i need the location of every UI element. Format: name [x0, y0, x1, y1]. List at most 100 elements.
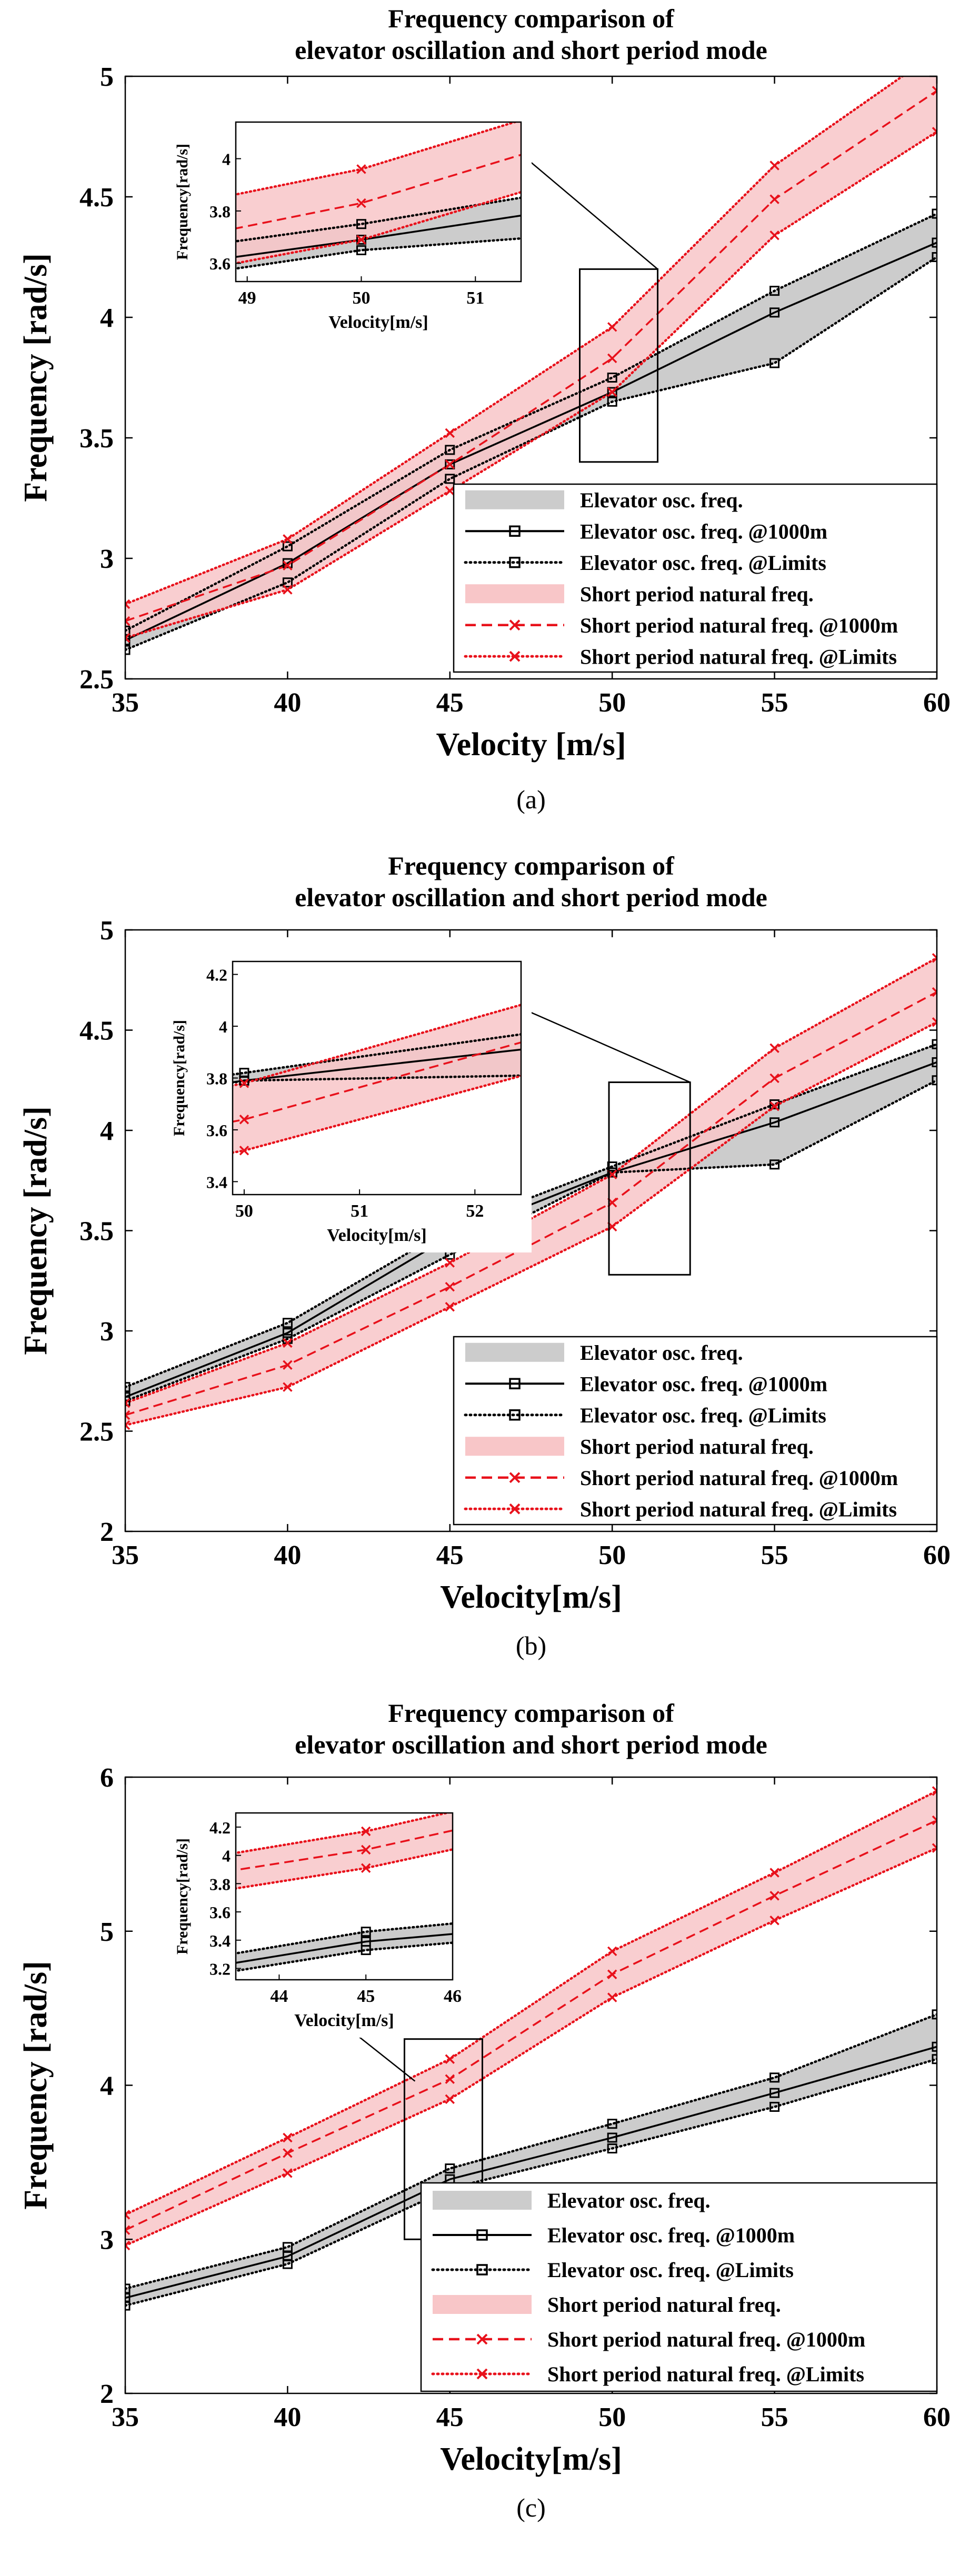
- inset-y-tick-label: 3.6: [206, 1121, 227, 1140]
- inset-y-tick-label: 3.4: [206, 1172, 227, 1191]
- y-tick-label: 3: [100, 1317, 114, 1347]
- short-period-marker-lower-0: [125, 633, 131, 643]
- legend-square-marker: [476, 2264, 488, 2276]
- plot-frame: [124, 75, 938, 680]
- legend-cross-marker: [509, 619, 521, 631]
- series-group: [236, 1728, 804, 1972]
- y-tick-label: 4: [100, 2071, 114, 2101]
- elevator-marker-nominal-3: [607, 2132, 617, 2143]
- short-period-marker-upper-1: [283, 534, 293, 544]
- short-period-marker-lower-2: [445, 1302, 455, 1312]
- elevator-marker-lower-4: [927, 204, 936, 213]
- legend: Elevator osc. freq. Elevator osc. freq. @…: [453, 483, 938, 673]
- short-period-marker-nominal-0: [125, 1410, 131, 1420]
- short-period-marker-lower-4: [769, 1916, 779, 1926]
- elevator-marker-upper-1: [282, 1318, 293, 1328]
- legend-swatch-0: [465, 490, 564, 509]
- chart-title-line-1: Frequency comparison of: [388, 1698, 675, 1728]
- elevator-marker-upper-5: [932, 2009, 937, 2020]
- zoom-connector-line: [521, 153, 658, 270]
- short-period-marker-upper-3: [356, 164, 366, 174]
- series-group: [125, 48, 941, 655]
- short-period-band: [125, 1791, 937, 2246]
- elevator-marker-upper-4: [769, 1099, 780, 1109]
- legend-square-marker: [509, 525, 521, 537]
- legend-swatch-3: [433, 2295, 532, 2314]
- short-period-marker-nominal-3: [607, 1969, 617, 1979]
- short-period-marker-upper-3: [795, 1728, 804, 1737]
- y-tick-label: 5: [100, 1917, 114, 1947]
- short-period-marker-nominal-3: [607, 353, 617, 364]
- short-1000m-line: [125, 1819, 937, 2231]
- short-period-marker-upper-5: [933, 48, 941, 56]
- elevator-marker-upper-4: [817, 988, 825, 997]
- short-period-marker-nominal-3: [795, 1749, 804, 1758]
- short-limits-upper-line: [125, 76, 905, 606]
- legend-label-4: Short period natural freq. @1000m: [580, 614, 898, 637]
- legend-label-3: Short period natural freq.: [580, 582, 814, 606]
- inset-frame: [235, 1812, 454, 1981]
- x-axis-label: Velocity[m/s]: [440, 1579, 622, 1615]
- legend-swatch-0: [465, 1342, 564, 1362]
- short-period-marker-upper-0: [125, 1398, 131, 1408]
- elevator-marker-upper-1: [282, 541, 293, 552]
- short-period-marker-lower-0: [125, 2240, 131, 2251]
- legend-square-marker: [476, 2229, 488, 2241]
- y-tick-label: 5: [100, 916, 114, 946]
- short-limits-lower-line: [125, 1847, 937, 2247]
- legend-cross-marker: [509, 650, 521, 662]
- short-period-marker-upper-0: [125, 599, 131, 609]
- legend-label-1: Elevator osc. freq. @1000m: [580, 1372, 827, 1396]
- elevator-limits-upper-line: [236, 1922, 453, 1955]
- y-axis-label: Frequency [rad/s]: [18, 1961, 54, 2209]
- short-period-marker-nominal-5: [932, 1815, 937, 1826]
- elevator-marker-lower-0: [125, 645, 131, 655]
- elevator-marker-nominal-3: [607, 387, 617, 397]
- legend-cross-marker: [476, 2368, 488, 2380]
- short-limits-lower-line: [125, 131, 937, 639]
- chart-title-line-2: elevator oscillation and short period mo…: [295, 1730, 767, 1759]
- short-period-marker-lower-3: [607, 1992, 617, 2002]
- elevator-limits-lower-line: [125, 2058, 937, 2307]
- legend-label-2: Elevator osc. freq. @Limits: [547, 2258, 794, 2282]
- inset-y-tick-label: 4: [222, 1847, 231, 1866]
- legend: Elevator osc. freq. Elevator osc. freq. @…: [453, 1336, 938, 1526]
- inset-x-tick-label: 51: [466, 288, 484, 308]
- series-group: [125, 1786, 937, 2311]
- x-tick-label: 50: [598, 688, 626, 718]
- elevator-marker-upper-5: [932, 208, 937, 219]
- y-tick-label: 6: [100, 1763, 114, 1793]
- elevator-1000m-line: [125, 2046, 937, 2299]
- inset-x-tick-label: 44: [270, 1987, 288, 2006]
- short-period-marker-upper-1: [283, 1338, 293, 1348]
- legend-label-5: Short period natural freq. @Limits: [547, 2362, 864, 2386]
- x-tick-label: 50: [598, 1540, 626, 1570]
- legend-swatch-0: [433, 2191, 532, 2210]
- panel-caption-a: (a): [516, 785, 546, 814]
- legend-cross-marker: [476, 2333, 488, 2345]
- short-period-marker-lower-2: [445, 486, 455, 496]
- elevator-marker-lower-1: [282, 2259, 293, 2269]
- x-tick-label: 60: [923, 688, 951, 718]
- legend-square-marker: [509, 1378, 521, 1389]
- short-period-marker-upper-2: [445, 2054, 455, 2064]
- short-period-marker-nominal-1: [283, 560, 293, 570]
- elevator-marker-upper-3: [356, 219, 366, 229]
- short-period-marker-lower-3: [607, 387, 617, 397]
- inset-y-axis-label: Frequency[rad/s]: [174, 144, 191, 260]
- inset-x-tick-label: 49: [238, 288, 256, 308]
- elevator-marker-nominal-1: [282, 558, 293, 568]
- elevator-marker-lower-3: [607, 1167, 617, 1178]
- inset-y-tick-label: 4: [219, 1017, 227, 1036]
- elevator-marker-lower-0: [125, 1396, 131, 1406]
- legend-box: [453, 483, 938, 673]
- elevator-marker-nominal-4: [769, 307, 780, 318]
- x-tick-label: 35: [112, 1540, 139, 1570]
- elevator-marker-nominal-4: [769, 1117, 780, 1128]
- short-period-marker-upper-2: [445, 1258, 455, 1268]
- x-tick-label: 45: [436, 1540, 464, 1570]
